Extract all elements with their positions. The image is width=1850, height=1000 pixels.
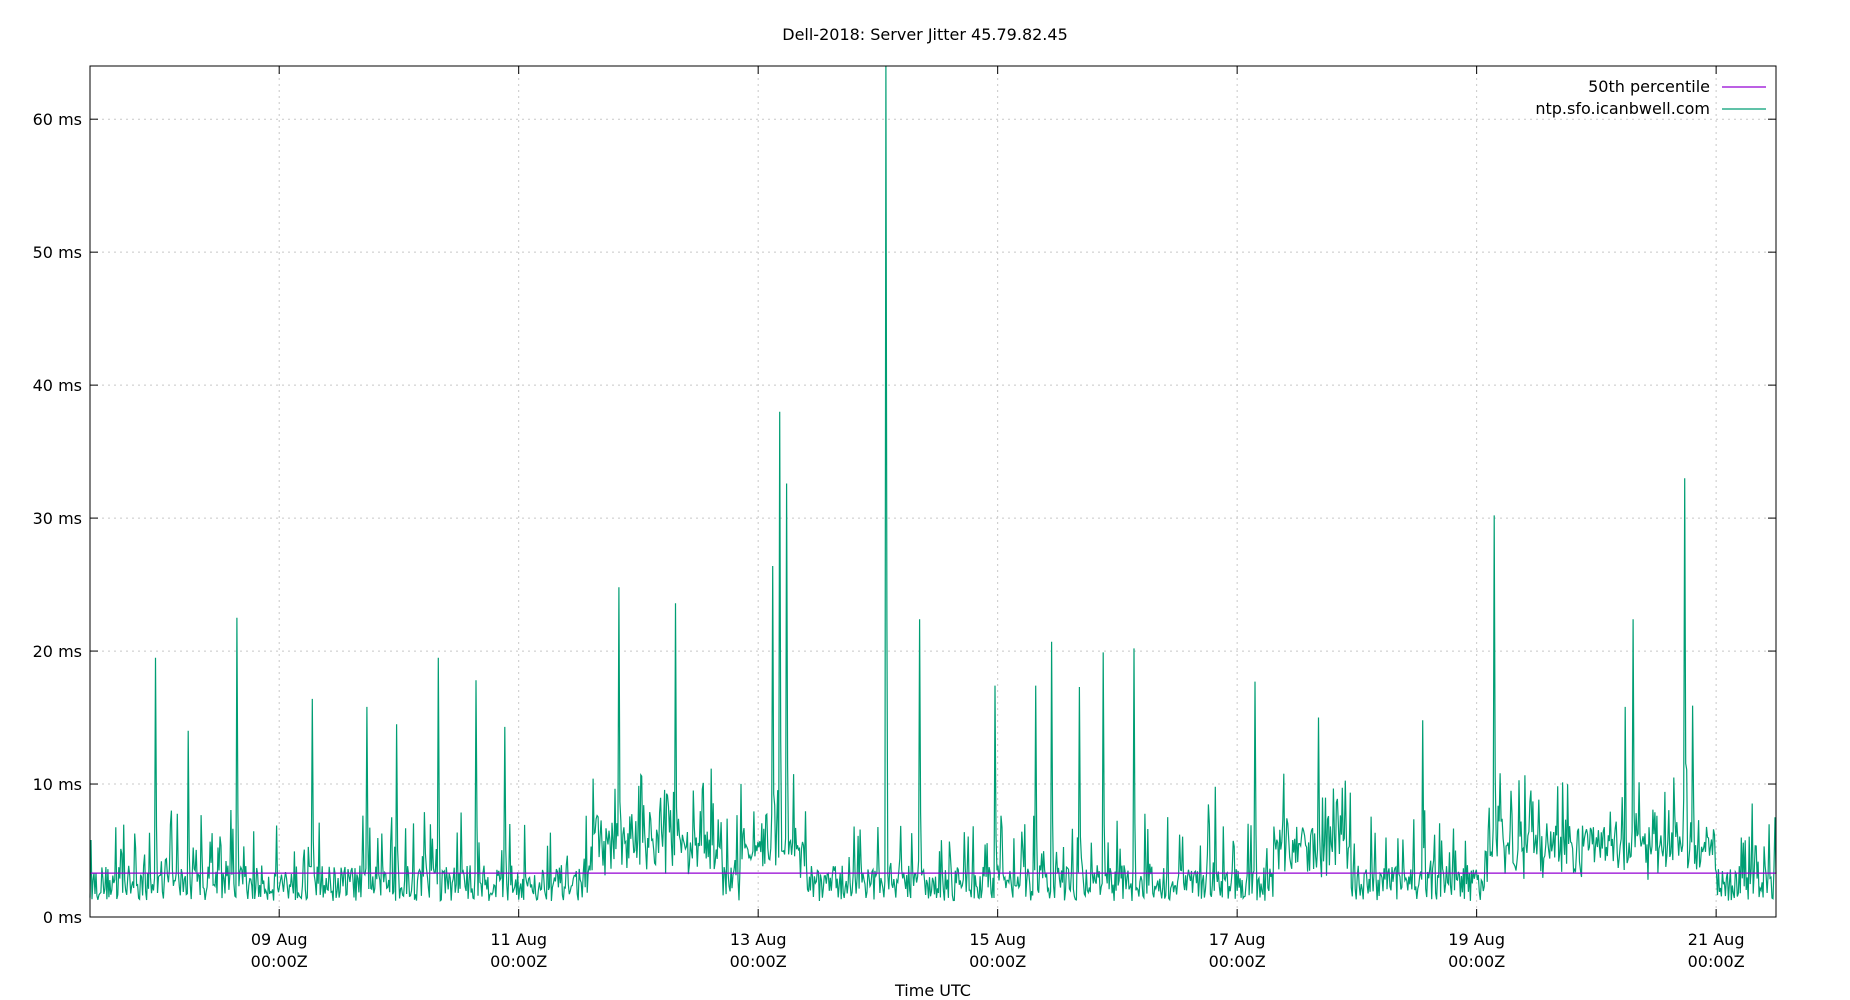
x-tick-label-time: 00:00Z <box>730 952 787 971</box>
x-tick-label-time: 00:00Z <box>490 952 547 971</box>
legend: 50th percentile ntp.sfo.icanbwell.com <box>1535 77 1766 118</box>
x-tick-label-date: 17 Aug <box>1209 930 1266 949</box>
legend-label: 50th percentile <box>1588 77 1710 96</box>
y-tick-label: 20 ms <box>33 642 82 661</box>
legend-label: ntp.sfo.icanbwell.com <box>1535 99 1710 118</box>
x-tick-label-time: 00:00Z <box>969 952 1026 971</box>
x-tick-label-date: 19 Aug <box>1448 930 1505 949</box>
x-tick-label-date: 21 Aug <box>1688 930 1745 949</box>
y-tick-label: 10 ms <box>33 775 82 794</box>
grid <box>90 66 1776 917</box>
y-tick-label: 0 ms <box>43 908 82 927</box>
x-tick-label-date: 13 Aug <box>730 930 787 949</box>
y-tick-label: 30 ms <box>33 509 82 528</box>
x-tick-label-time: 00:00Z <box>1688 952 1745 971</box>
x-tick-label-time: 00:00Z <box>1209 952 1266 971</box>
x-tick-label-date: 11 Aug <box>490 930 547 949</box>
x-tick-label-date: 15 Aug <box>969 930 1026 949</box>
x-axis-label: Time UTC <box>894 981 971 1000</box>
y-tick-label: 50 ms <box>33 243 82 262</box>
plot-frame <box>89 65 1777 918</box>
y-tick-label: 40 ms <box>33 376 82 395</box>
axes: 0 ms 10 ms 20 ms 30 ms 40 ms 50 ms 60 ms 09 Aug… <box>33 66 1776 971</box>
chart-title: Dell-2018: Server Jitter 45.79.82.45 <box>782 25 1068 44</box>
x-tick-label-time: 00:00Z <box>251 952 308 971</box>
y-tick-label: 60 ms <box>33 110 82 129</box>
x-tick-label-date: 09 Aug <box>251 930 308 949</box>
series-line-jitter <box>89 65 1777 903</box>
series-layer <box>89 65 1777 903</box>
x-tick-label-time: 00:00Z <box>1448 952 1505 971</box>
